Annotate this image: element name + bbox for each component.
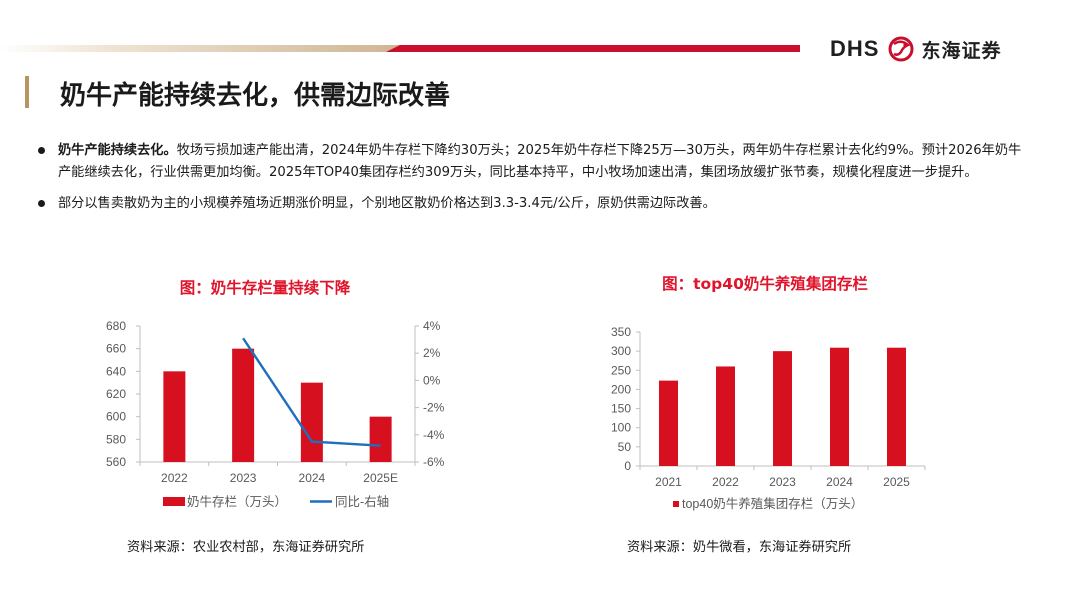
y-left-tick-label: 660	[106, 342, 126, 356]
bullet-item: 部分以售卖散奶为主的小规模养殖场近期涨价明显，个别地区散奶价格达到3.3-3.4…	[38, 193, 1028, 215]
y-left-tick-label: 680	[106, 319, 126, 333]
y-tick-label: 250	[611, 363, 631, 377]
chart1-title: 图：奶牛存栏量持续下降	[179, 279, 351, 297]
bullet-item: 奶牛产能持续去化。牧场亏损加速产能出清，2024年奶牛存栏下降约30万头；202…	[38, 140, 1028, 184]
y-right-tick-label: 2%	[423, 346, 441, 360]
bullet-body-text: 部分以售卖散奶为主的小规模养殖场近期涨价明显，个别地区散奶价格达到3.3-3.4…	[58, 196, 716, 211]
y-tick-label: 150	[611, 402, 631, 416]
y-tick-label: 200	[611, 382, 631, 396]
bar-cow-inventory	[232, 348, 255, 462]
y-tick-label: 300	[611, 344, 631, 358]
y-left-tick-label: 560	[106, 455, 126, 469]
y-tick-label: 100	[611, 421, 631, 435]
logo-latin-text: DHS	[830, 36, 880, 61]
x-tick-label: 2023	[769, 475, 796, 489]
bullet-dot-icon	[38, 147, 45, 154]
legend-label-line: 同比-右轴	[335, 494, 389, 509]
y-left-tick-label: 620	[106, 387, 126, 401]
page-title: 奶牛产能持续去化，供需边际改善	[60, 81, 451, 111]
y-right-tick-label: -4%	[423, 428, 445, 442]
y-tick-label: 0	[624, 459, 631, 473]
x-tick-label: 2025E	[363, 471, 398, 485]
y-tick-label: 350	[611, 325, 631, 339]
y-right-tick-label: -6%	[423, 455, 445, 469]
bar-cow-inventory	[300, 382, 323, 462]
x-tick-label: 2025	[883, 475, 910, 489]
y-left-tick-label: 580	[106, 432, 126, 446]
bar-cow-inventory	[163, 371, 186, 462]
chart1-source: 资料来源：农业农村部，东海证券研究所	[127, 540, 365, 555]
x-tick-label: 2023	[230, 471, 257, 485]
bullet-dot-icon	[38, 200, 45, 207]
dragon-logo-icon	[888, 36, 914, 62]
x-tick-label: 2021	[655, 475, 682, 489]
bar-top40-inventory	[887, 347, 906, 466]
x-tick-label: 2022	[161, 471, 188, 485]
bar-top40-inventory	[773, 351, 792, 466]
title-accent-bar	[25, 76, 29, 108]
legend-label-bar: 奶牛存栏（万头）	[187, 494, 287, 509]
y-right-tick-label: 4%	[423, 319, 441, 333]
bullet-body-text: 牧场亏损加速产能出清，2024年奶牛存栏下降约30万头；2025年奶牛存栏下降2…	[58, 143, 1022, 180]
bullet-lead-text: 奶牛产能持续去化。	[58, 143, 177, 158]
header-gold-stripe	[0, 45, 400, 52]
y-right-tick-label: -2%	[423, 401, 445, 415]
y-left-tick-label: 640	[106, 364, 126, 378]
y-tick-label: 50	[618, 440, 632, 454]
legend-swatch-bar	[673, 501, 679, 507]
bar-top40-inventory	[716, 366, 735, 466]
chart2-svg: 0 50 100 150 200 250 300 350 2021 2022 2023 2024 202…	[611, 325, 926, 511]
y-left-tick-label: 600	[106, 410, 126, 424]
x-tick-label: 2022	[712, 475, 739, 489]
legend-swatch-bar	[163, 497, 185, 506]
y-right-tick-label: 0%	[423, 373, 441, 387]
bar-cow-inventory	[369, 416, 392, 462]
chart2-title: 图：top40奶牛养殖集团存栏	[662, 275, 868, 293]
x-tick-label: 2024	[826, 475, 853, 489]
header-red-stripe	[386, 45, 800, 52]
chart1-svg: 560 580 600 620 640 660 680 -6% -4% -2% 0% 2% 4% 2022…	[106, 319, 445, 509]
bar-top40-inventory	[830, 347, 849, 466]
legend-label-bar: top40奶牛养殖集团存栏（万头）	[682, 496, 863, 511]
company-logo: DHS 东海证券	[830, 34, 1001, 64]
line-yoy-change	[242, 337, 381, 447]
logo-chinese-text: 东海证券	[921, 39, 1002, 62]
chart2-source: 资料来源：奶牛微看，东海证券研究所	[627, 540, 852, 555]
bullet-list: 奶牛产能持续去化。牧场亏损加速产能出清，2024年奶牛存栏下降约30万头；202…	[38, 140, 1028, 215]
bar-top40-inventory	[659, 380, 678, 466]
x-tick-label: 2024	[299, 471, 326, 485]
